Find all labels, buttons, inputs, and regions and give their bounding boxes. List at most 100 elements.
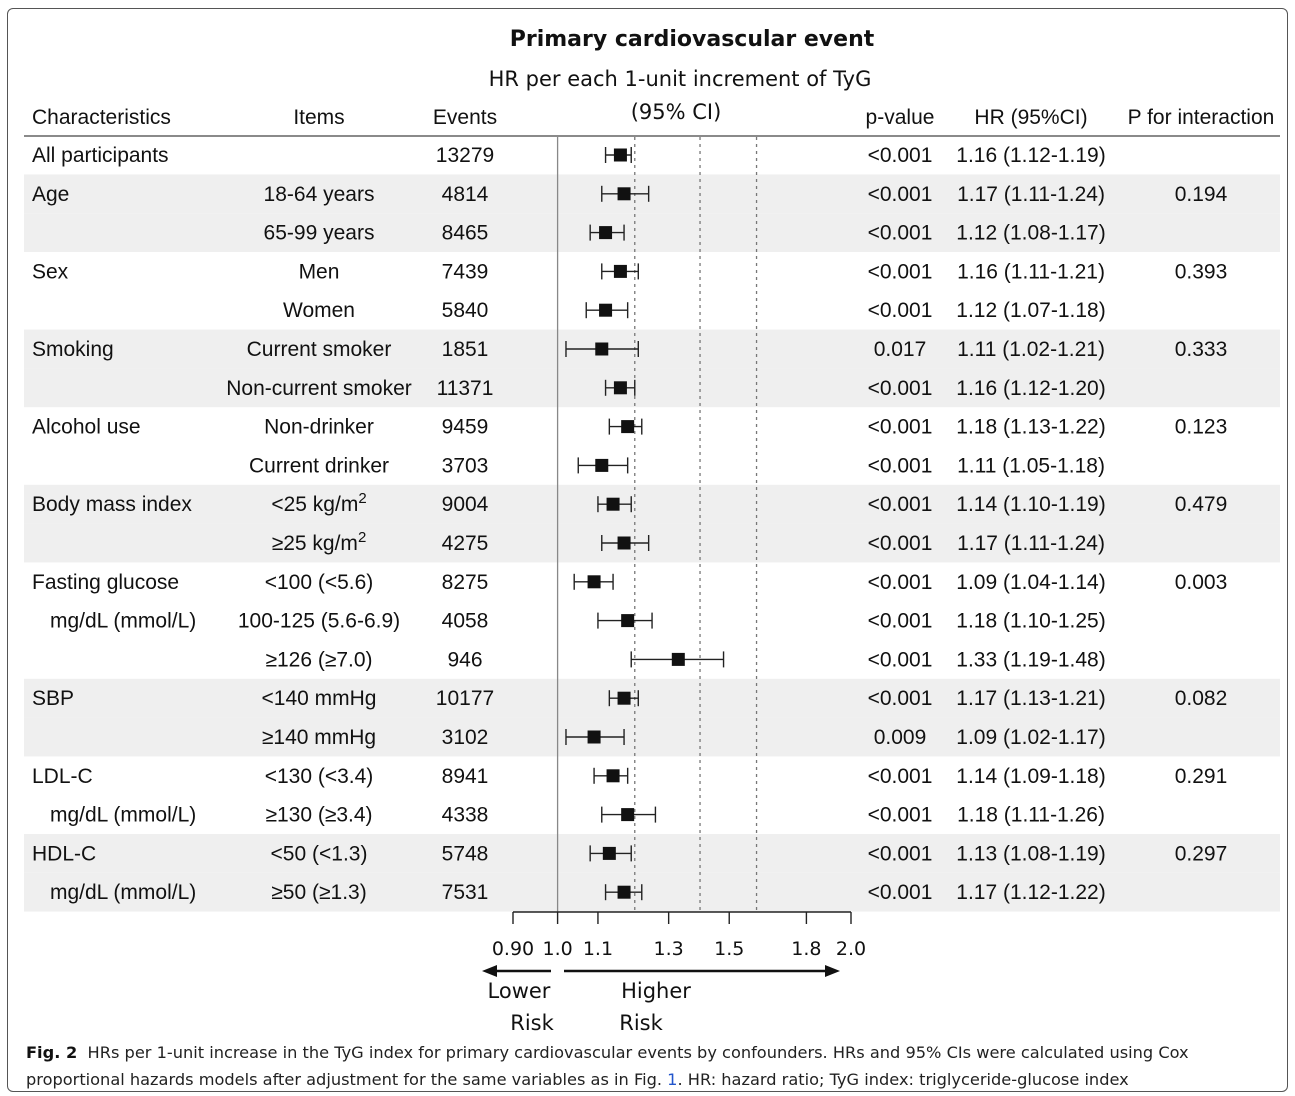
- row-events: 1851: [442, 338, 489, 361]
- row-item: 65-99 years: [264, 222, 375, 245]
- row-band: [24, 329, 1280, 369]
- forest-plot: Primary cardiovascular event HR per each…: [24, 27, 1280, 1035]
- row-hr-ci: 1.09 (1.02-1.17): [956, 726, 1105, 749]
- row-events: 9004: [442, 493, 489, 516]
- row-hr-ci: 1.12 (1.08-1.17): [956, 222, 1105, 245]
- caption-figure-link[interactable]: 1: [667, 1070, 678, 1089]
- table-row: [601, 535, 650, 551]
- column-header-pvalue: p-value: [866, 106, 935, 129]
- row-events: 4338: [442, 804, 489, 827]
- row-hr-ci: 1.14 (1.09-1.18): [956, 765, 1105, 788]
- row-pvalue: 0.009: [874, 726, 927, 749]
- table-row: [601, 806, 657, 823]
- row-pvalue: <0.001: [868, 881, 933, 904]
- chart-subtitle-line1: HR per each 1-unit increment of TyG: [489, 67, 872, 91]
- hr-point: [595, 458, 609, 472]
- row-band: [24, 484, 1280, 524]
- hr-point: [587, 730, 601, 744]
- row-characteristic: mg/dL (mmol/L): [50, 610, 196, 633]
- row-hr-ci: 1.18 (1.11-1.26): [957, 804, 1105, 827]
- row-events: 4058: [442, 610, 489, 633]
- row-characteristic: LDL-C: [32, 765, 93, 788]
- row-item: Non-current smoker: [226, 377, 412, 400]
- hr-point: [606, 769, 620, 783]
- row-p-interaction: 0.123: [1175, 416, 1228, 439]
- row-events: 946: [447, 648, 482, 671]
- x-tick-label: 1.8: [791, 938, 821, 960]
- table-row: [597, 612, 653, 629]
- hr-point: [602, 846, 616, 860]
- row-hr-ci: 1.33 (1.19-1.48): [956, 648, 1105, 671]
- row-events: 7439: [442, 260, 489, 283]
- row-hr-ci: 1.11 (1.05-1.18): [957, 454, 1105, 477]
- row-events: 8275: [442, 571, 489, 594]
- row-characteristic: Fasting glucose: [32, 571, 179, 594]
- row-characteristic: Alcohol use: [32, 416, 141, 439]
- row-events: 4814: [442, 183, 489, 206]
- row-characteristic: Sex: [32, 260, 69, 283]
- row-characteristic: Age: [32, 183, 69, 206]
- row-item: Non-drinker: [264, 416, 374, 439]
- row-hr-ci: 1.09 (1.04-1.14): [956, 571, 1105, 594]
- row-pvalue: <0.001: [868, 222, 933, 245]
- row-item: <50 (<1.3): [271, 842, 368, 865]
- row-pvalue: <0.001: [868, 144, 933, 167]
- row-band: [24, 872, 1280, 912]
- hr-point: [599, 226, 613, 240]
- hr-point: [613, 264, 627, 278]
- hr-point: [613, 148, 627, 162]
- row-band: [24, 368, 1280, 408]
- hr-point: [617, 187, 631, 201]
- lower-risk-label: Lower: [488, 979, 551, 1003]
- row-pvalue: <0.001: [868, 260, 933, 283]
- table-row: [601, 263, 639, 280]
- x-tick-label: 2.0: [836, 938, 866, 960]
- row-band: [24, 174, 1280, 214]
- row-item: <140 mmHg: [262, 687, 377, 710]
- row-hr-ci: 1.11 (1.02-1.21): [957, 338, 1105, 361]
- hr-point: [595, 342, 609, 356]
- figure-frame: [7, 8, 1288, 1092]
- row-events: 3102: [442, 726, 489, 749]
- row-p-interaction: 0.194: [1175, 183, 1228, 206]
- hr-point: [621, 614, 635, 628]
- row-events: 3703: [442, 454, 489, 477]
- chart-subtitle-line2: (95% CI): [631, 100, 722, 124]
- table-row: [630, 651, 725, 668]
- table-row: [604, 147, 632, 163]
- row-pvalue: 0.017: [874, 338, 927, 361]
- table-row: [597, 496, 632, 513]
- row-p-interaction: 0.291: [1175, 765, 1228, 788]
- row-characteristic: HDL-C: [32, 842, 96, 865]
- row-characteristic: mg/dL (mmol/L): [50, 804, 196, 827]
- table-row: [604, 884, 643, 901]
- row-item: Current drinker: [249, 454, 389, 477]
- caption-text-end: . HR: hazard ratio; TyG index: triglycer…: [677, 1070, 1129, 1089]
- caption-fig-label: Fig. 2: [26, 1043, 78, 1062]
- table-row: [608, 418, 643, 435]
- row-item: ≥25 kg/m2: [272, 529, 367, 555]
- row-p-interaction: 0.297: [1175, 842, 1228, 865]
- higher-risk-label: Higher: [621, 979, 691, 1003]
- x-tick-label: 0.90: [492, 938, 534, 960]
- row-hr-ci: 1.16 (1.11-1.21): [957, 260, 1105, 283]
- row-hr-ci: 1.18 (1.13-1.22): [956, 416, 1105, 439]
- row-item: ≥126 (≥7.0): [265, 648, 372, 671]
- row-events: 4275: [442, 532, 489, 555]
- row-pvalue: <0.001: [868, 610, 933, 633]
- table-row: [589, 224, 625, 241]
- table-row: [608, 690, 639, 707]
- row-pvalue: <0.001: [868, 454, 933, 477]
- x-tick-label: 1.1: [583, 938, 613, 960]
- row-events: 8465: [442, 222, 489, 245]
- row-pvalue: <0.001: [868, 532, 933, 555]
- row-hr-ci: 1.17 (1.13-1.21): [956, 687, 1105, 710]
- row-characteristic: mg/dL (mmol/L): [50, 881, 196, 904]
- row-hr-ci: 1.12 (1.07-1.18): [956, 299, 1105, 322]
- chart-title: Primary cardiovascular event: [510, 27, 875, 52]
- row-hr-ci: 1.13 (1.08-1.19): [956, 842, 1105, 865]
- column-header-items: Items: [293, 106, 344, 129]
- row-band: [24, 834, 1280, 873]
- row-hr-ci: 1.17 (1.11-1.24): [957, 183, 1105, 206]
- row-item: ≥130 (≥3.4): [265, 804, 372, 827]
